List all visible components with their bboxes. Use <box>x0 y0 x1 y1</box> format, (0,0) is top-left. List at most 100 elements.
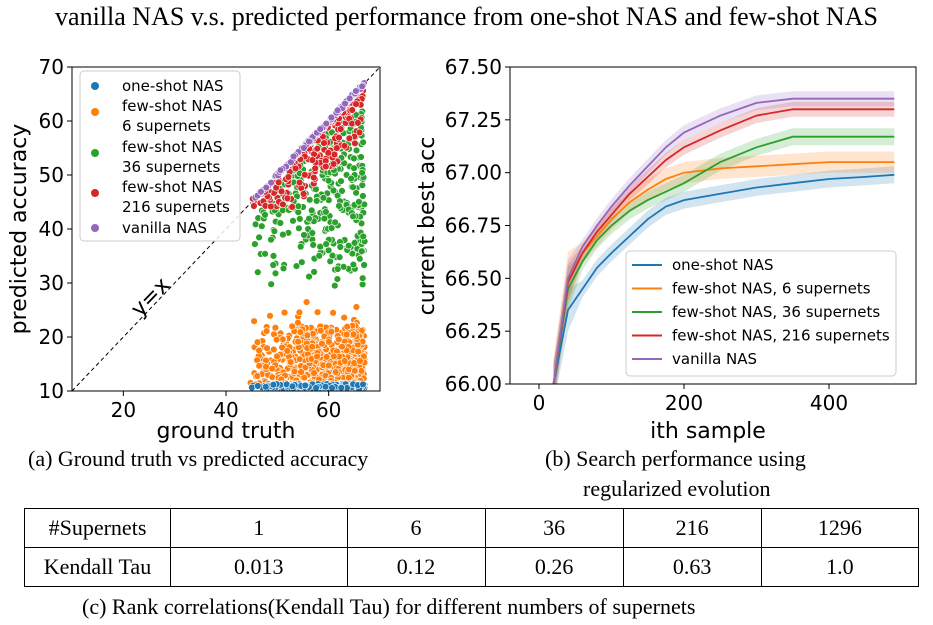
scatter-point <box>302 298 311 306</box>
scatter-point <box>350 239 359 247</box>
y-tick-label: 40 <box>39 217 64 241</box>
scatter-point <box>269 261 277 269</box>
scatter-point <box>308 229 316 237</box>
scatter-point <box>255 362 263 370</box>
scatter-point <box>301 171 309 179</box>
scatter-point <box>350 154 358 163</box>
scatter-point <box>351 139 359 148</box>
x-tick-label: 400 <box>810 391 848 415</box>
x-tick-label: 40 <box>213 398 238 422</box>
scatter-point <box>333 144 341 152</box>
legend-box <box>625 250 897 377</box>
scatter-ylabel: predicted accuracy <box>7 124 32 335</box>
figure-canvas: 20 40 60 10 20 30 40 50 60 70 y=x ground truth pr… <box>7 55 917 444</box>
scatter-point <box>254 382 262 390</box>
line-legend: one-shot NAS few-shot NAS, 6 supernets few… <box>625 250 897 377</box>
scatter-point <box>283 194 292 203</box>
scatter-point <box>297 243 305 251</box>
scatter-point <box>351 367 359 375</box>
scatter-point <box>283 347 291 355</box>
scatter-point <box>337 125 345 133</box>
scatter-point <box>310 173 318 182</box>
scatter-point <box>289 152 298 161</box>
scatter-legend: one-shot NAS few-shot NAS 6 supernets few-s… <box>79 70 241 242</box>
x-tick-label: 200 <box>665 391 703 415</box>
scatter-point <box>261 211 269 219</box>
scatter-point <box>271 269 280 277</box>
scatter-point <box>359 380 367 388</box>
scatter-point <box>331 218 339 227</box>
scatter-point <box>253 338 262 346</box>
scatter-point <box>355 198 363 206</box>
scatter-point <box>288 203 296 211</box>
scatter-point <box>331 282 339 290</box>
scatter-point <box>269 252 278 260</box>
scatter-point <box>273 352 281 361</box>
scatter-point <box>346 94 354 103</box>
scatter-point <box>358 247 366 255</box>
scatter-point <box>325 338 333 346</box>
scatter-point <box>319 194 328 202</box>
table-cell: 1.0 <box>760 547 920 587</box>
scatter-point <box>261 250 269 258</box>
legend-label: one-shot NAS <box>672 256 773 274</box>
scatter-point <box>320 139 328 147</box>
scatter-point <box>305 137 313 146</box>
y-tick-label: 20 <box>39 325 64 349</box>
scatter-point <box>270 227 279 235</box>
scatter-point <box>267 179 275 187</box>
scatter-point <box>316 125 324 133</box>
scatter-point <box>251 240 259 248</box>
scatter-point <box>266 312 274 320</box>
scatter-point <box>358 169 366 177</box>
caption-c: (c) Rank correlations(Kendall Tau) for d… <box>82 594 696 619</box>
series-line <box>552 108 895 384</box>
scatter-point <box>333 275 342 283</box>
legend-label: few-shot NAS <box>122 138 222 156</box>
scatter-point <box>250 202 258 210</box>
scatter-point <box>335 335 343 344</box>
table-cell: 0.013 <box>170 547 348 587</box>
series-line <box>552 173 895 384</box>
y-tick-label: 30 <box>39 271 64 295</box>
scatter-point <box>329 309 337 317</box>
legend-marker <box>91 224 99 232</box>
scatter-point <box>340 313 348 322</box>
legend-label: few-shot NAS <box>122 97 222 115</box>
scatter-point <box>311 164 319 173</box>
scatter-point <box>288 322 296 330</box>
scatter-point <box>338 343 346 351</box>
scatter-point <box>313 308 322 316</box>
legend-label: few-shot NAS, 36 supernets <box>672 303 880 321</box>
legend-label: vanilla NAS <box>122 219 207 237</box>
scatter-point <box>306 196 314 204</box>
scatter-point <box>341 357 349 365</box>
scatter-point <box>254 268 262 276</box>
scatter-point <box>345 242 353 250</box>
kendall-table: #Supernets 1 6 36 216 1296 Kendall Tau 0… <box>24 508 920 587</box>
scatter-point <box>322 208 330 216</box>
scatter-point <box>262 327 271 335</box>
scatter-point <box>279 264 288 273</box>
scatter-point <box>289 217 297 225</box>
scatter-point <box>298 258 306 266</box>
caption-b-line1: (b) Search performance using <box>545 446 806 471</box>
scatter-point <box>305 215 313 223</box>
y-tick-label: 66.25 <box>445 319 502 343</box>
scatter-point <box>324 149 332 157</box>
scatter-point <box>292 262 301 270</box>
scatter-point <box>310 268 318 276</box>
scatter-point <box>296 215 304 223</box>
x-tick-label: 20 <box>111 398 136 422</box>
scatter-point <box>321 383 330 391</box>
scatter-point <box>308 206 316 215</box>
scatter-point <box>355 128 364 137</box>
row-header-supernets: #Supernets <box>24 508 171 548</box>
scatter-point <box>295 224 303 233</box>
scatter-point <box>322 240 330 248</box>
scatter-point <box>328 384 336 391</box>
scatter-point <box>277 187 286 196</box>
legend-marker <box>91 189 99 197</box>
scatter-point <box>263 344 271 352</box>
scatter-point <box>358 181 366 189</box>
